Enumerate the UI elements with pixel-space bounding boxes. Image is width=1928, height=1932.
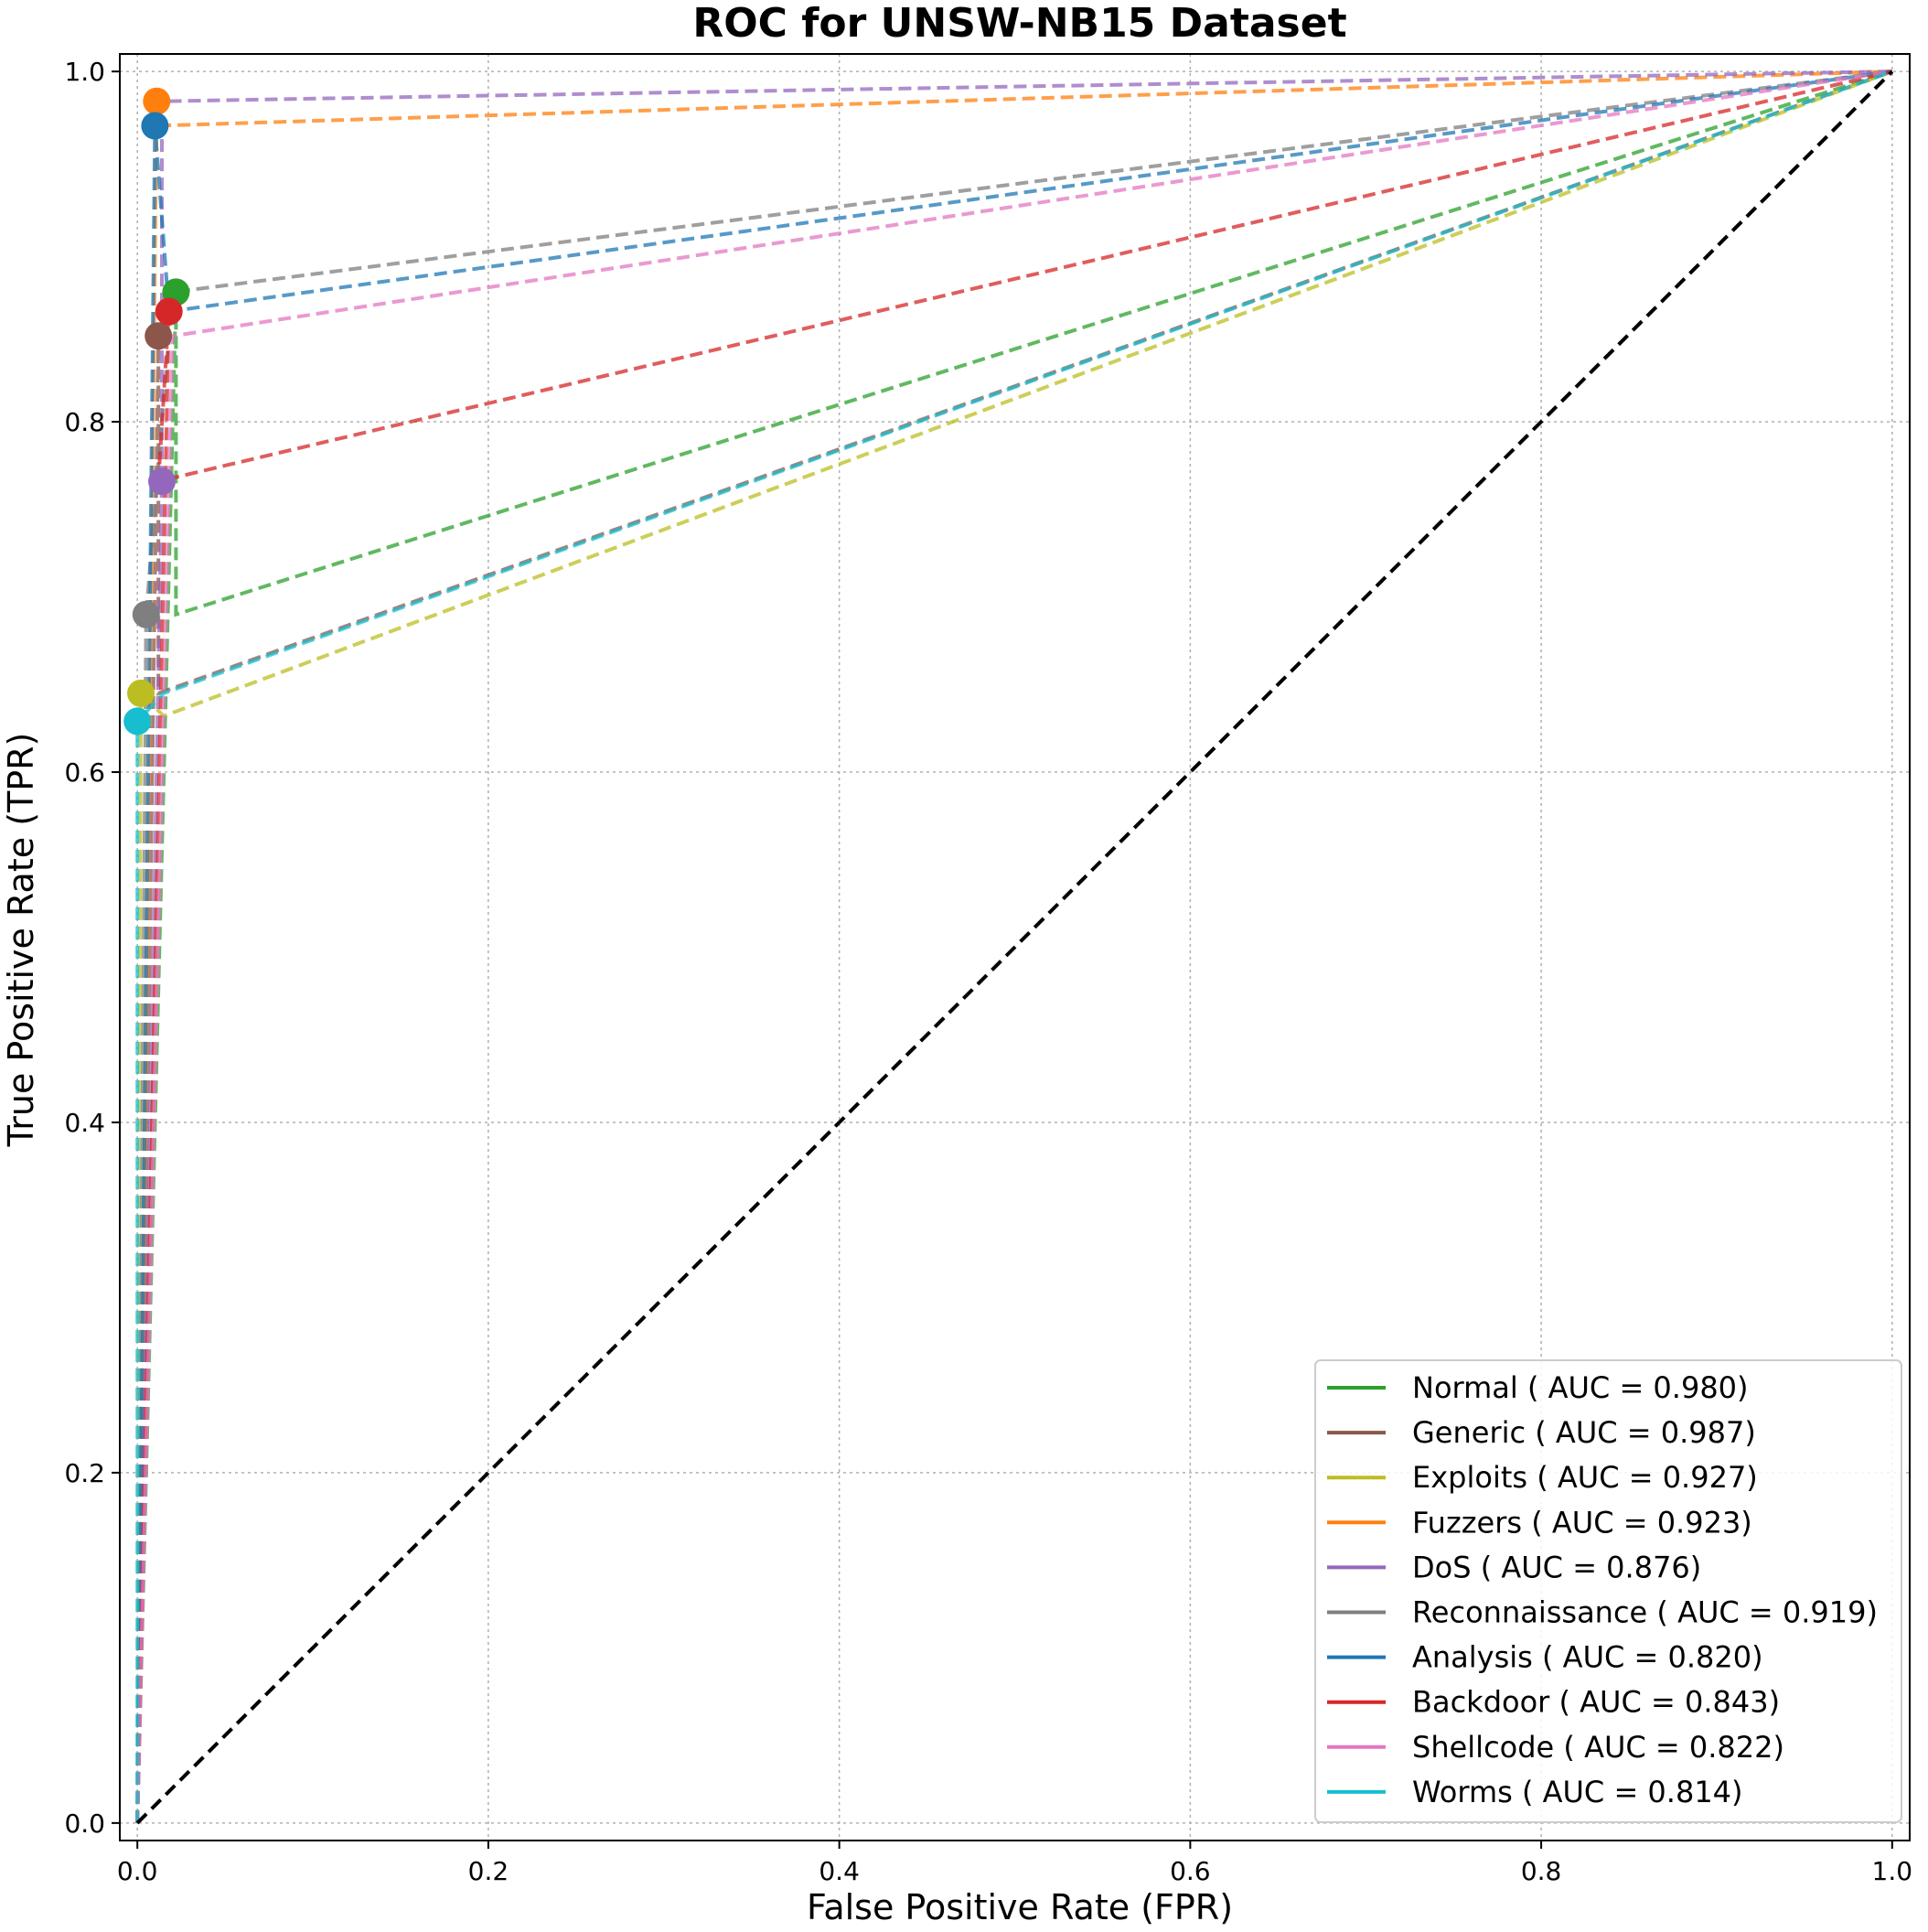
legend-label-shellcode: Shellcode ( AUC = 0.822) [1412, 1730, 1784, 1765]
marker-analysis [141, 112, 169, 140]
x-tick-label: 1.0 [1872, 1856, 1913, 1886]
roc-curve-backdoor [135, 70, 1893, 1823]
y-tick-label: 0.4 [64, 1108, 105, 1138]
legend-label-reconnaissance: Reconnaissance ( AUC = 0.919) [1412, 1595, 1878, 1630]
y-tick-label: 0.8 [64, 407, 105, 437]
chart-title: ROC for UNSW-NB15 Dataset [692, 0, 1346, 47]
legend-box [1314, 1359, 1902, 1823]
marker-dos [148, 467, 177, 496]
roc-curve-worms [135, 70, 1893, 1823]
y-tick-label: 0.6 [64, 757, 105, 788]
legend-label-backdoor: Backdoor ( AUC = 0.843) [1412, 1685, 1780, 1720]
x-tick-label: 0.2 [468, 1856, 509, 1886]
plot-frame [119, 53, 1911, 1841]
y-tick-label: 0.0 [64, 1809, 105, 1839]
marker-backdoor [155, 297, 183, 326]
legend-label-exploits: Exploits ( AUC = 0.927) [1412, 1460, 1758, 1495]
legend-label-analysis: Analysis ( AUC = 0.820) [1412, 1640, 1763, 1675]
axis-ticks: 0.0 0.2 0.4 0.6 0.8 1.0 0.0 0.2 0.4 0.6 0.8 1.0 [64, 57, 1912, 1886]
x-tick-label: 0.4 [819, 1856, 860, 1886]
roc-curve-analysis [135, 70, 1893, 1823]
marker-exploits [127, 679, 155, 707]
marker-generic [145, 322, 173, 350]
legend-label-dos: DoS ( AUC = 0.876) [1412, 1550, 1701, 1584]
y-tick-label: 1.0 [64, 57, 105, 87]
x-tick-label: 0.6 [1170, 1856, 1211, 1886]
y-tick-label: 0.2 [64, 1458, 105, 1488]
legend-label-generic: Generic ( AUC = 0.987) [1412, 1415, 1756, 1450]
roc-curves [135, 70, 1894, 1825]
marker-worms [123, 707, 152, 735]
x-axis-label: False Positive Rate (FPR) [807, 1887, 1233, 1927]
legend: Normal ( AUC = 0.980) Generic ( AUC = 0.9… [1314, 1359, 1902, 1823]
legend-label-worms: Worms ( AUC = 0.814) [1412, 1775, 1743, 1809]
random-classifier-diagonal [135, 70, 1894, 1825]
x-tick-label: 0.8 [1521, 1856, 1562, 1886]
x-tick-label: 0.0 [117, 1856, 158, 1886]
y-axis-label: True Positive Rate (TPR) [1, 733, 41, 1148]
legend-label-fuzzers: Fuzzers ( AUC = 0.923) [1412, 1505, 1752, 1540]
roc-curve-shellcode [135, 70, 1893, 1823]
marker-reconnaissance [132, 600, 160, 628]
operating-point-markers [123, 87, 190, 735]
marker-fuzzers [143, 87, 171, 115]
roc-curve-normal [135, 70, 1893, 1823]
legend-label-normal: Normal ( AUC = 0.980) [1412, 1370, 1749, 1405]
